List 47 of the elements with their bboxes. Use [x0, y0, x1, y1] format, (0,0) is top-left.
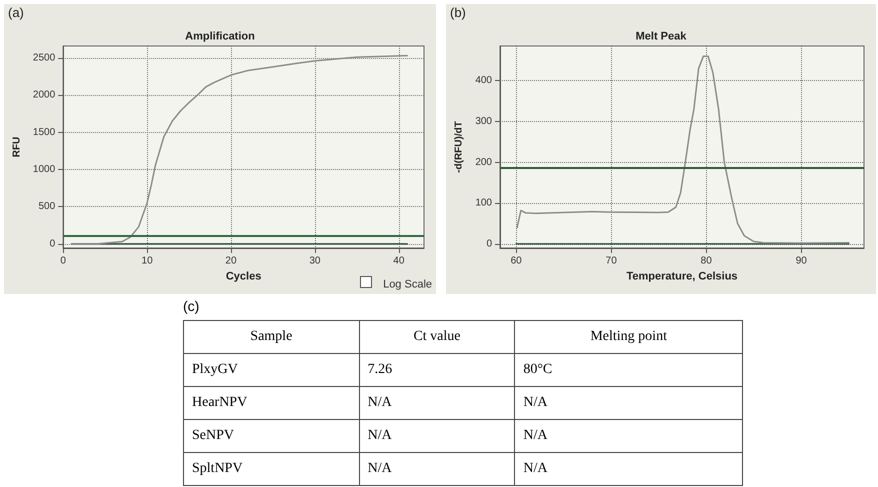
text: N/A — [523, 395, 548, 410]
text: 7.26 — [368, 362, 392, 377]
x-tick-label: 10 — [142, 256, 154, 266]
chart-title: Melt Peak — [636, 30, 688, 42]
x-tick-label: 40 — [393, 256, 405, 266]
line-series — [516, 55, 850, 244]
x-axis-title: Cycles — [226, 270, 262, 282]
y-tick-label: 1000 — [32, 164, 56, 176]
x-tick-label: 30 — [309, 256, 321, 266]
y-tick-label: 2500 — [32, 52, 56, 64]
x-tick-label: 60 — [510, 256, 522, 266]
text: N/A — [368, 461, 392, 476]
x-tick-label: 20 — [225, 256, 237, 266]
category-label: Ct value — [359, 320, 515, 354]
text: N/A — [368, 395, 392, 410]
text: (c) — [183, 298, 200, 316]
category-label: HearNPV — [192, 395, 248, 410]
y-axis-title: RFU — [12, 136, 22, 158]
text: N/A — [523, 428, 548, 443]
category-label: SpltNPV — [192, 461, 243, 476]
category-label: PlxyGV — [192, 362, 238, 377]
x-tick-label: 0 — [60, 256, 66, 266]
x-tick-label: 90 — [796, 256, 808, 266]
text: (a) — [8, 5, 24, 20]
y-tick-label: 500 — [38, 201, 56, 212]
y-tick-label: 100 — [475, 198, 492, 209]
text: Log Scale — [383, 278, 432, 290]
text: N/A — [523, 461, 548, 476]
y-tick-label: 0 — [486, 238, 492, 250]
text: N/A — [368, 428, 392, 443]
text: 80°C — [523, 362, 552, 377]
x-axis-title: Temperature, Celsius — [626, 270, 738, 282]
text: (b) — [450, 5, 466, 20]
x-tick-label: 70 — [606, 256, 618, 266]
y-tick-label: 2000 — [32, 90, 56, 101]
x-tick-label: 80 — [700, 256, 712, 266]
category-label: SeNPV — [192, 428, 234, 443]
y-tick-label: 400 — [475, 75, 492, 86]
category-label: Melting point — [514, 320, 742, 354]
y-tick-label: 300 — [475, 116, 492, 127]
chart-title: Amplification — [185, 30, 256, 42]
y-tick-label: 0 — [50, 238, 56, 250]
y-tick-label: 200 — [475, 156, 492, 168]
y-tick-label: 1500 — [32, 126, 56, 138]
y-axis-title: -d(RFU)/dT — [454, 121, 464, 173]
line-series — [70, 54, 408, 245]
category-label: Sample — [184, 320, 360, 354]
